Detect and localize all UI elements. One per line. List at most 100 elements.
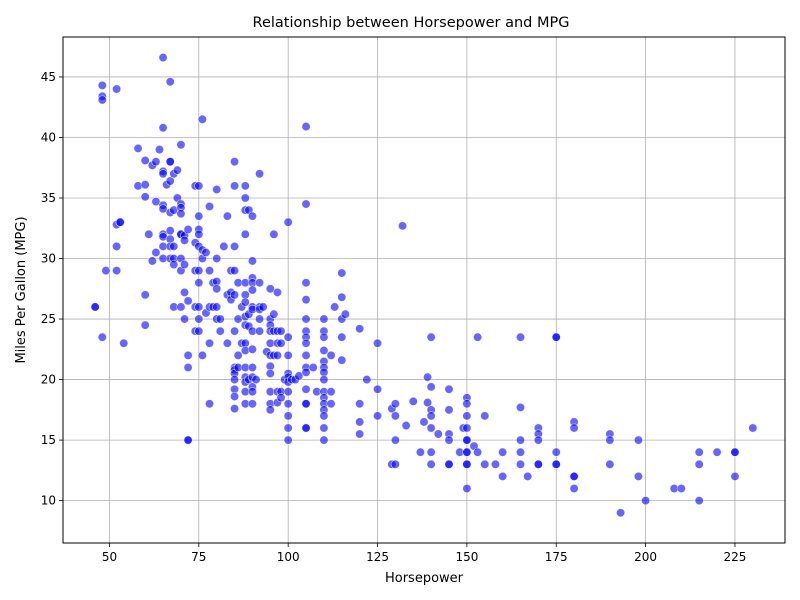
data-point [473,447,483,457]
data-point [319,346,329,356]
data-point [158,169,168,179]
data-point [212,302,222,312]
data-point [444,405,454,415]
data-point [183,435,193,445]
data-point [90,302,100,312]
data-point [230,241,240,251]
data-point [337,355,347,365]
data-point [112,84,122,94]
data-point [147,256,157,266]
data-point [112,241,122,251]
y-tick-label: 10 [41,494,56,508]
data-point [255,314,265,324]
data-point [194,326,204,336]
data-point [694,447,704,457]
data-point [140,155,150,165]
data-point [426,447,436,457]
data-point [205,338,215,348]
data-point [258,302,268,312]
data-point [444,435,454,445]
data-point [355,417,365,427]
data-point [283,332,293,342]
data-point [194,211,204,221]
data-point [194,302,204,312]
data-point [569,471,579,481]
data-point [633,471,643,481]
data-point [140,192,150,202]
x-tick-label: 75 [191,550,206,564]
data-point [276,393,286,403]
data-point [140,180,150,190]
data-point [230,157,240,167]
data-point [230,290,240,300]
data-point [265,405,275,415]
data-point [212,254,222,264]
data-point [215,314,225,324]
data-point [240,297,250,307]
data-point [230,326,240,336]
data-point [97,95,107,105]
x-tick-label: 100 [277,550,300,564]
data-point [169,260,179,270]
data-point [301,314,311,324]
data-point [694,496,704,506]
data-point [480,411,490,421]
data-point [301,122,311,132]
data-point [194,229,204,239]
data-point [633,435,643,445]
data-point [462,399,472,409]
data-point [748,423,758,433]
data-point [212,284,222,294]
data-point [283,399,293,409]
data-point [230,404,240,414]
data-point [180,314,190,324]
data-point [462,459,472,469]
data-point [183,350,193,360]
x-tick-label: 125 [366,550,389,564]
data-point [294,371,304,381]
data-point [194,266,204,276]
data-point [140,290,150,300]
x-tick-label: 150 [455,550,478,564]
data-point [533,459,543,469]
data-point [230,266,240,276]
data-point [219,241,229,251]
gridlines [63,37,785,543]
data-point [301,399,311,409]
data-point [158,123,168,133]
x-tick-label: 175 [545,550,568,564]
data-point [194,181,204,191]
data-point [551,332,561,342]
y-tick-label: 45 [41,70,56,84]
data-point [247,399,257,409]
data-point [498,447,508,457]
data-point [462,435,472,445]
data-point [180,235,190,245]
data-point [222,338,232,348]
data-point [247,387,257,397]
data-point [462,447,472,457]
data-point [423,372,433,382]
data-point [419,417,429,427]
data-point [240,229,250,239]
data-point [712,447,722,457]
data-point [730,471,740,481]
data-point [151,247,161,257]
data-point [165,157,175,167]
data-point [183,362,193,372]
data-point [319,423,329,433]
x-axis-label: Horsepower [385,571,464,586]
data-point [337,332,347,342]
data-point [272,287,282,297]
y-tick-label: 25 [41,312,56,326]
data-point [641,496,651,506]
data-point [390,459,400,469]
data-point [462,423,472,433]
data-point [523,471,533,481]
data-point [269,229,279,239]
data-point [197,114,207,124]
x-tick-label: 50 [102,550,117,564]
data-point [401,421,411,431]
data-point [230,181,240,191]
data-point [490,459,500,469]
